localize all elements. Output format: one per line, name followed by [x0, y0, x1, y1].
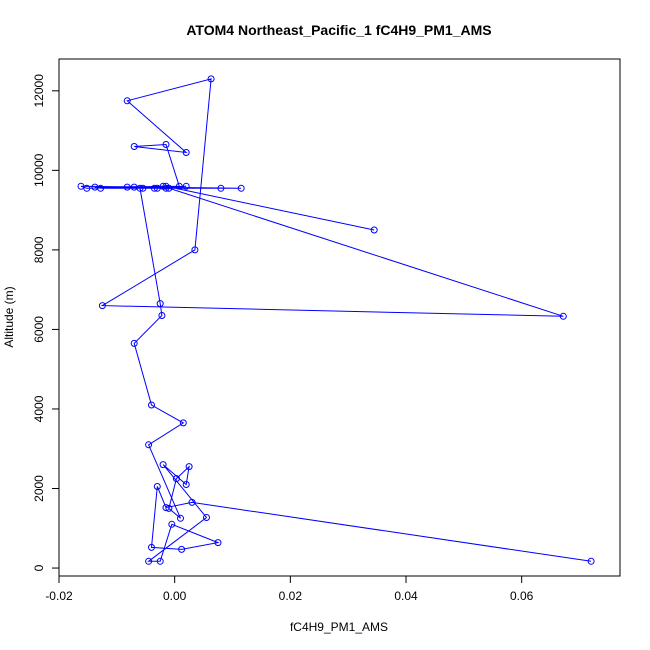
data-point — [179, 419, 187, 427]
data-point — [172, 475, 180, 483]
data-point — [130, 339, 138, 347]
data-point — [148, 543, 155, 551]
data-point — [182, 481, 190, 488]
data-point — [175, 182, 183, 190]
y-tick-label: 2000 — [32, 475, 46, 502]
data-point — [237, 184, 245, 192]
data-point — [162, 182, 170, 190]
chart-title: ATOM4 Northeast_Pacific_1 fC4H9_PM1_AMS — [186, 22, 491, 38]
data-point — [370, 226, 378, 234]
data-point — [182, 149, 190, 156]
data-point — [130, 143, 138, 150]
y-tick-label: 8000 — [32, 236, 46, 263]
data-point — [178, 545, 186, 553]
data-point — [203, 514, 210, 521]
data-point — [182, 182, 190, 190]
data-point — [123, 183, 131, 191]
y-tick-label: 12000 — [32, 74, 46, 108]
data-point — [191, 246, 199, 254]
x-tick-label: 0.04 — [394, 589, 418, 603]
data-point — [153, 483, 161, 490]
data-point — [185, 463, 193, 471]
data-point — [145, 557, 153, 565]
data-point — [162, 504, 170, 512]
data-point — [156, 557, 164, 565]
data-point — [559, 312, 567, 320]
y-tick-label: 10000 — [32, 153, 46, 187]
series-line — [80, 78, 592, 562]
y-axis: 0 2000 4000 6000 8000 10000 12000 — [32, 74, 60, 571]
data-point — [158, 312, 166, 319]
data-point — [123, 97, 131, 105]
data-point — [214, 539, 222, 547]
x-axis-label: fC4H9_PM1_AMS — [290, 620, 388, 634]
plot-frame — [58, 58, 621, 577]
data-point — [130, 183, 138, 191]
y-tick-label: 0 — [32, 564, 46, 571]
data-point — [168, 520, 176, 528]
data-point — [207, 75, 215, 83]
y-tick-label: 6000 — [32, 316, 46, 343]
data-point — [148, 401, 155, 409]
data-point — [156, 300, 164, 308]
data-point — [139, 184, 147, 192]
x-tick-label: 0.00 — [163, 589, 187, 603]
data-point — [188, 498, 196, 506]
x-tick-label: 0.02 — [279, 589, 303, 603]
x-tick-label: -0.02 — [45, 589, 73, 603]
data-point — [162, 141, 170, 148]
data-point — [98, 302, 106, 310]
data-point — [587, 557, 595, 565]
data-point — [165, 504, 173, 512]
data-point — [83, 184, 91, 192]
y-tick-label: 4000 — [32, 395, 46, 422]
data-point — [159, 461, 167, 469]
x-axis: -0.02 0.00 0.02 0.04 0.06 — [45, 575, 534, 603]
data-point — [217, 184, 225, 192]
data-point — [177, 514, 184, 522]
y-axis-label: Altitude (m) — [2, 286, 16, 347]
series-layer — [77, 75, 595, 565]
data-point — [150, 184, 158, 192]
data-point — [97, 184, 105, 192]
data-point — [145, 441, 153, 449]
x-tick-label: 0.06 — [510, 589, 534, 603]
